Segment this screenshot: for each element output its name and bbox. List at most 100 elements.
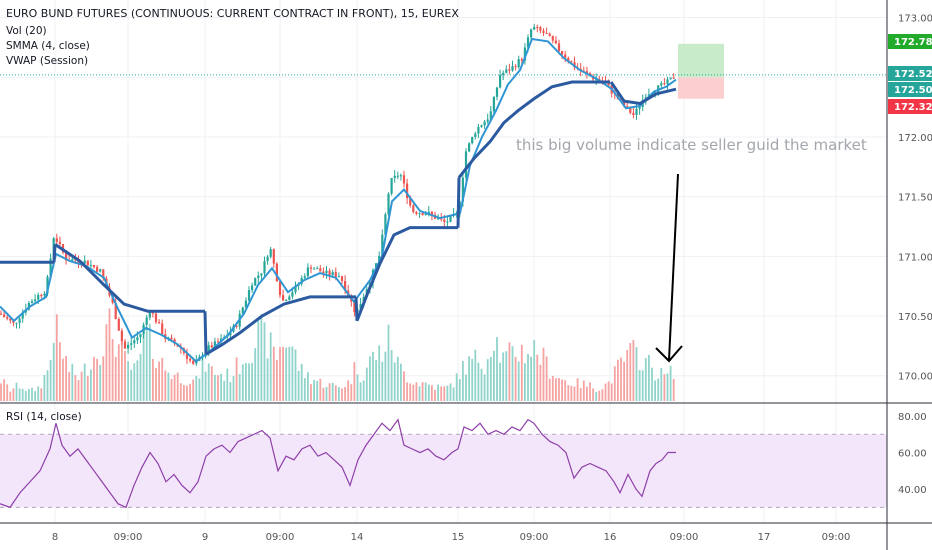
volume-bar (365, 367, 368, 401)
candle-body (477, 127, 480, 134)
candle-body (170, 337, 173, 340)
volume-bar (527, 353, 529, 401)
legend-vwap[interactable]: VWAP (Session) (6, 55, 89, 67)
candle-body (424, 214, 427, 216)
rsi-tick-label: 80.00 (898, 412, 927, 423)
candle-body (635, 108, 638, 116)
candle-body (313, 268, 316, 270)
candle-body (409, 198, 412, 206)
rsi-tick-label: 60.00 (898, 449, 927, 460)
volume-bar (530, 356, 532, 401)
volume-bar (666, 373, 669, 401)
price-label-target (888, 34, 932, 49)
volume-bar (186, 385, 188, 401)
vwap-jump (456, 177, 461, 228)
volume-bar (207, 363, 210, 401)
legend-smma[interactable]: SMMA (4, close) (6, 40, 90, 52)
volume-bar (350, 384, 353, 401)
candle-body (443, 219, 446, 223)
volume-bar (347, 380, 350, 401)
vwap-segment (54, 243, 205, 313)
candle-body (306, 267, 309, 277)
volume-bar (204, 371, 207, 401)
volume-bar (303, 378, 306, 401)
candle-body (9, 318, 12, 321)
candle-body (437, 218, 440, 220)
volume-bar (663, 374, 666, 401)
legend-rsi[interactable]: RSI (14, close) (6, 411, 82, 423)
volume-bar (613, 366, 616, 401)
volume-bar (449, 383, 452, 401)
volume-bar (59, 342, 61, 401)
volume-bar (310, 384, 312, 401)
candle-body (585, 71, 588, 74)
time-tick-label: 09:00 (520, 532, 549, 543)
volume-bar (52, 342, 55, 401)
volume-bar (133, 363, 136, 401)
annotation-arrow[interactable] (655, 173, 683, 363)
volume-bar (387, 324, 390, 401)
volume-bar (626, 349, 629, 401)
volume-bar (307, 372, 309, 401)
candle-body (384, 214, 387, 235)
volume-bar (508, 342, 511, 401)
volume-bar (452, 387, 455, 401)
candle-body (402, 175, 406, 184)
candle-body (216, 341, 220, 343)
volume-bar (260, 314, 263, 401)
price-tick-label: 171.00 (898, 252, 932, 263)
candle-body (260, 273, 263, 276)
candle-body (502, 72, 505, 76)
candle-body (207, 345, 210, 352)
symbol-title[interactable]: EURO BUND FUTURES (CONTINUOUS: CURRENT C… (6, 7, 459, 20)
rsi-tick-label: 40.00 (898, 485, 927, 496)
volume-bar (610, 383, 613, 401)
candle-body (412, 205, 415, 212)
volume-bar (272, 346, 275, 401)
candle-body (406, 183, 409, 199)
candle-body (309, 267, 313, 269)
volume-bar (65, 356, 67, 401)
volume-bar (294, 349, 297, 401)
candle-body (381, 234, 384, 257)
volume-bar (353, 362, 356, 401)
volume-bar (148, 323, 151, 401)
volume-bar (192, 379, 195, 401)
price-tick-label: 170.50 (898, 312, 932, 323)
candle-body (325, 270, 328, 274)
candle-body (247, 290, 251, 301)
volume-bar (83, 363, 86, 401)
volume-bar (251, 362, 253, 401)
volume-bar (334, 385, 337, 401)
price-label-target-text: 172.78 (894, 37, 932, 48)
candle-body (499, 75, 502, 88)
volume-bar (130, 369, 133, 401)
annotation-text[interactable]: this big volume indicate seller guid the… (516, 136, 867, 154)
candle-body (139, 334, 142, 338)
volume-bar (446, 385, 449, 401)
volume-bar (0, 383, 2, 401)
volume-bar (390, 350, 393, 401)
candle-body (508, 69, 511, 71)
price-tick-label: 170.00 (898, 372, 932, 383)
volume-bar (477, 362, 480, 401)
candle-body (210, 345, 213, 348)
volume-bar (384, 351, 387, 401)
candle-body (285, 299, 288, 301)
volume-bar (558, 378, 560, 401)
rsi-path (0, 418, 676, 509)
volume-bar (533, 340, 536, 401)
volume-bar (589, 382, 591, 401)
volume-bar (43, 374, 46, 401)
stop-zone (678, 77, 724, 99)
candle-body (133, 340, 136, 344)
position-tool[interactable] (0, 43, 887, 99)
volume-bar (74, 374, 77, 401)
candle-body (151, 312, 154, 314)
time-tick-label: 16 (604, 532, 617, 543)
legend-volume[interactable]: Vol (20) (6, 25, 47, 37)
volume-bar (520, 344, 523, 401)
volume-bar (623, 361, 625, 401)
